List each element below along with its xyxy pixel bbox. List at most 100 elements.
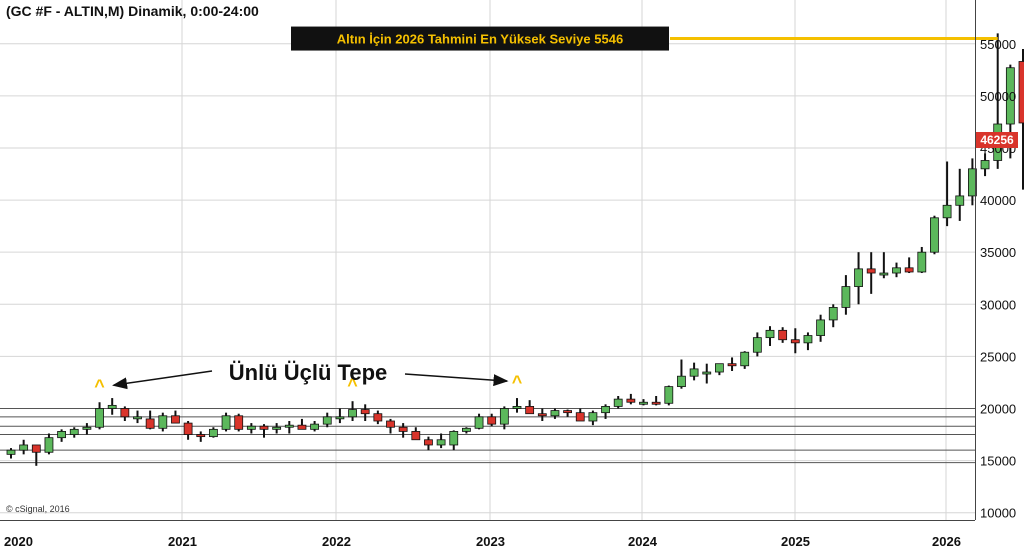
y-axis: 1000015000200002500030000350004000045000… <box>980 37 1016 521</box>
candle-69 <box>879 252 889 279</box>
candle-50 <box>639 399 648 406</box>
candle-31 <box>398 423 408 438</box>
candle-body <box>82 426 92 430</box>
x-tick-2026: 2026 <box>932 534 961 549</box>
candle-body <box>904 267 914 273</box>
candle-27 <box>348 401 357 422</box>
candle-72 <box>917 246 927 274</box>
candle-body <box>499 408 509 425</box>
candle-body <box>702 371 712 375</box>
candle-21 <box>272 423 282 434</box>
candle-body <box>411 431 421 441</box>
candle-body <box>461 427 471 432</box>
candle-body <box>107 404 117 409</box>
candle-12 <box>158 412 168 432</box>
candle-body <box>588 412 598 422</box>
candle-body <box>841 286 851 308</box>
candle-26 <box>335 408 345 424</box>
candle-11 <box>145 410 155 430</box>
candle-body <box>133 416 142 420</box>
x-tick-2021: 2021 <box>168 534 197 549</box>
x-tick-2025: 2025 <box>781 534 810 549</box>
candle-25 <box>322 412 332 428</box>
candle-body <box>512 406 522 409</box>
candle-body <box>879 272 889 276</box>
candle-body <box>196 434 206 438</box>
candle-53 <box>677 359 686 389</box>
candle-body <box>474 416 484 429</box>
candle-body <box>917 251 927 273</box>
candle-34 <box>436 433 446 449</box>
candle-57 <box>727 357 737 371</box>
last-price-tag: 46256 <box>976 132 1018 148</box>
candle-body <box>44 437 54 453</box>
candle-body <box>778 329 788 341</box>
candle-body <box>816 319 825 336</box>
candle-body <box>221 415 231 430</box>
candle-body <box>424 439 433 446</box>
candle-1 <box>19 439 29 455</box>
triple-top-label: Ünlü Üçlü Tepe <box>229 360 388 385</box>
candle-61 <box>778 327 788 343</box>
candle-body <box>120 408 130 418</box>
candle-67 <box>854 252 863 305</box>
last-price-value: 46256 <box>980 133 1014 147</box>
candle-30 <box>386 418 395 434</box>
candle-body <box>234 415 244 430</box>
candle-4 <box>57 429 66 442</box>
candle-body <box>563 410 572 414</box>
candle-37 <box>474 413 484 430</box>
candle-29 <box>373 410 383 425</box>
candle-70 <box>892 262 901 278</box>
candle-body <box>145 418 155 429</box>
candle-body <box>651 401 661 405</box>
candle-6 <box>82 423 92 435</box>
candle-body <box>246 425 256 430</box>
candle-body <box>740 351 750 367</box>
candle-7 <box>95 402 104 430</box>
annotations: Altın İçin 2026 Tahmini En Yüksek Seviye… <box>94 26 998 396</box>
candle-75 <box>955 168 965 221</box>
candle-body <box>322 416 332 425</box>
candle-body <box>208 428 218 438</box>
candle-44 <box>563 409 572 417</box>
candle-20 <box>259 424 269 438</box>
y-tick-25000: 25000 <box>980 349 1016 364</box>
candle-body <box>892 267 901 274</box>
candle-28 <box>360 404 370 422</box>
candle-13 <box>171 410 180 424</box>
triple-top-arrow-right <box>404 373 509 387</box>
candle-body <box>866 268 876 274</box>
triple-top-caret-1: ^ <box>94 376 105 396</box>
candle-74 <box>942 161 952 227</box>
candle-body <box>57 431 66 439</box>
candle-body <box>677 375 686 388</box>
candle-17 <box>221 412 231 432</box>
y-tick-50000: 50000 <box>980 89 1016 104</box>
candle-body <box>436 439 446 446</box>
candle-body <box>158 415 168 429</box>
candle-body <box>297 424 307 430</box>
candle-35 <box>449 430 459 451</box>
triple-top-arrow-left <box>112 370 213 390</box>
candle-body <box>171 415 180 424</box>
candle-51 <box>651 395 661 406</box>
candle-38 <box>487 413 497 427</box>
candle-body <box>310 423 320 430</box>
candle-68 <box>866 252 876 294</box>
candle-71 <box>904 257 914 274</box>
candle-52 <box>664 385 674 406</box>
candle-48 <box>613 395 623 409</box>
candle-body <box>69 428 79 435</box>
candle-18 <box>234 413 244 432</box>
x-tick-2022: 2022 <box>322 534 351 549</box>
candle-body <box>575 412 585 422</box>
candle-16 <box>208 427 218 438</box>
candle-24 <box>310 421 320 432</box>
chart-title: (GC #F - ALTIN,M) Dinamik, 0:00-24:00 <box>6 3 259 19</box>
candle-body <box>19 444 29 451</box>
candle-body <box>854 268 863 287</box>
candle-body <box>689 368 699 377</box>
candle-body <box>626 398 636 403</box>
